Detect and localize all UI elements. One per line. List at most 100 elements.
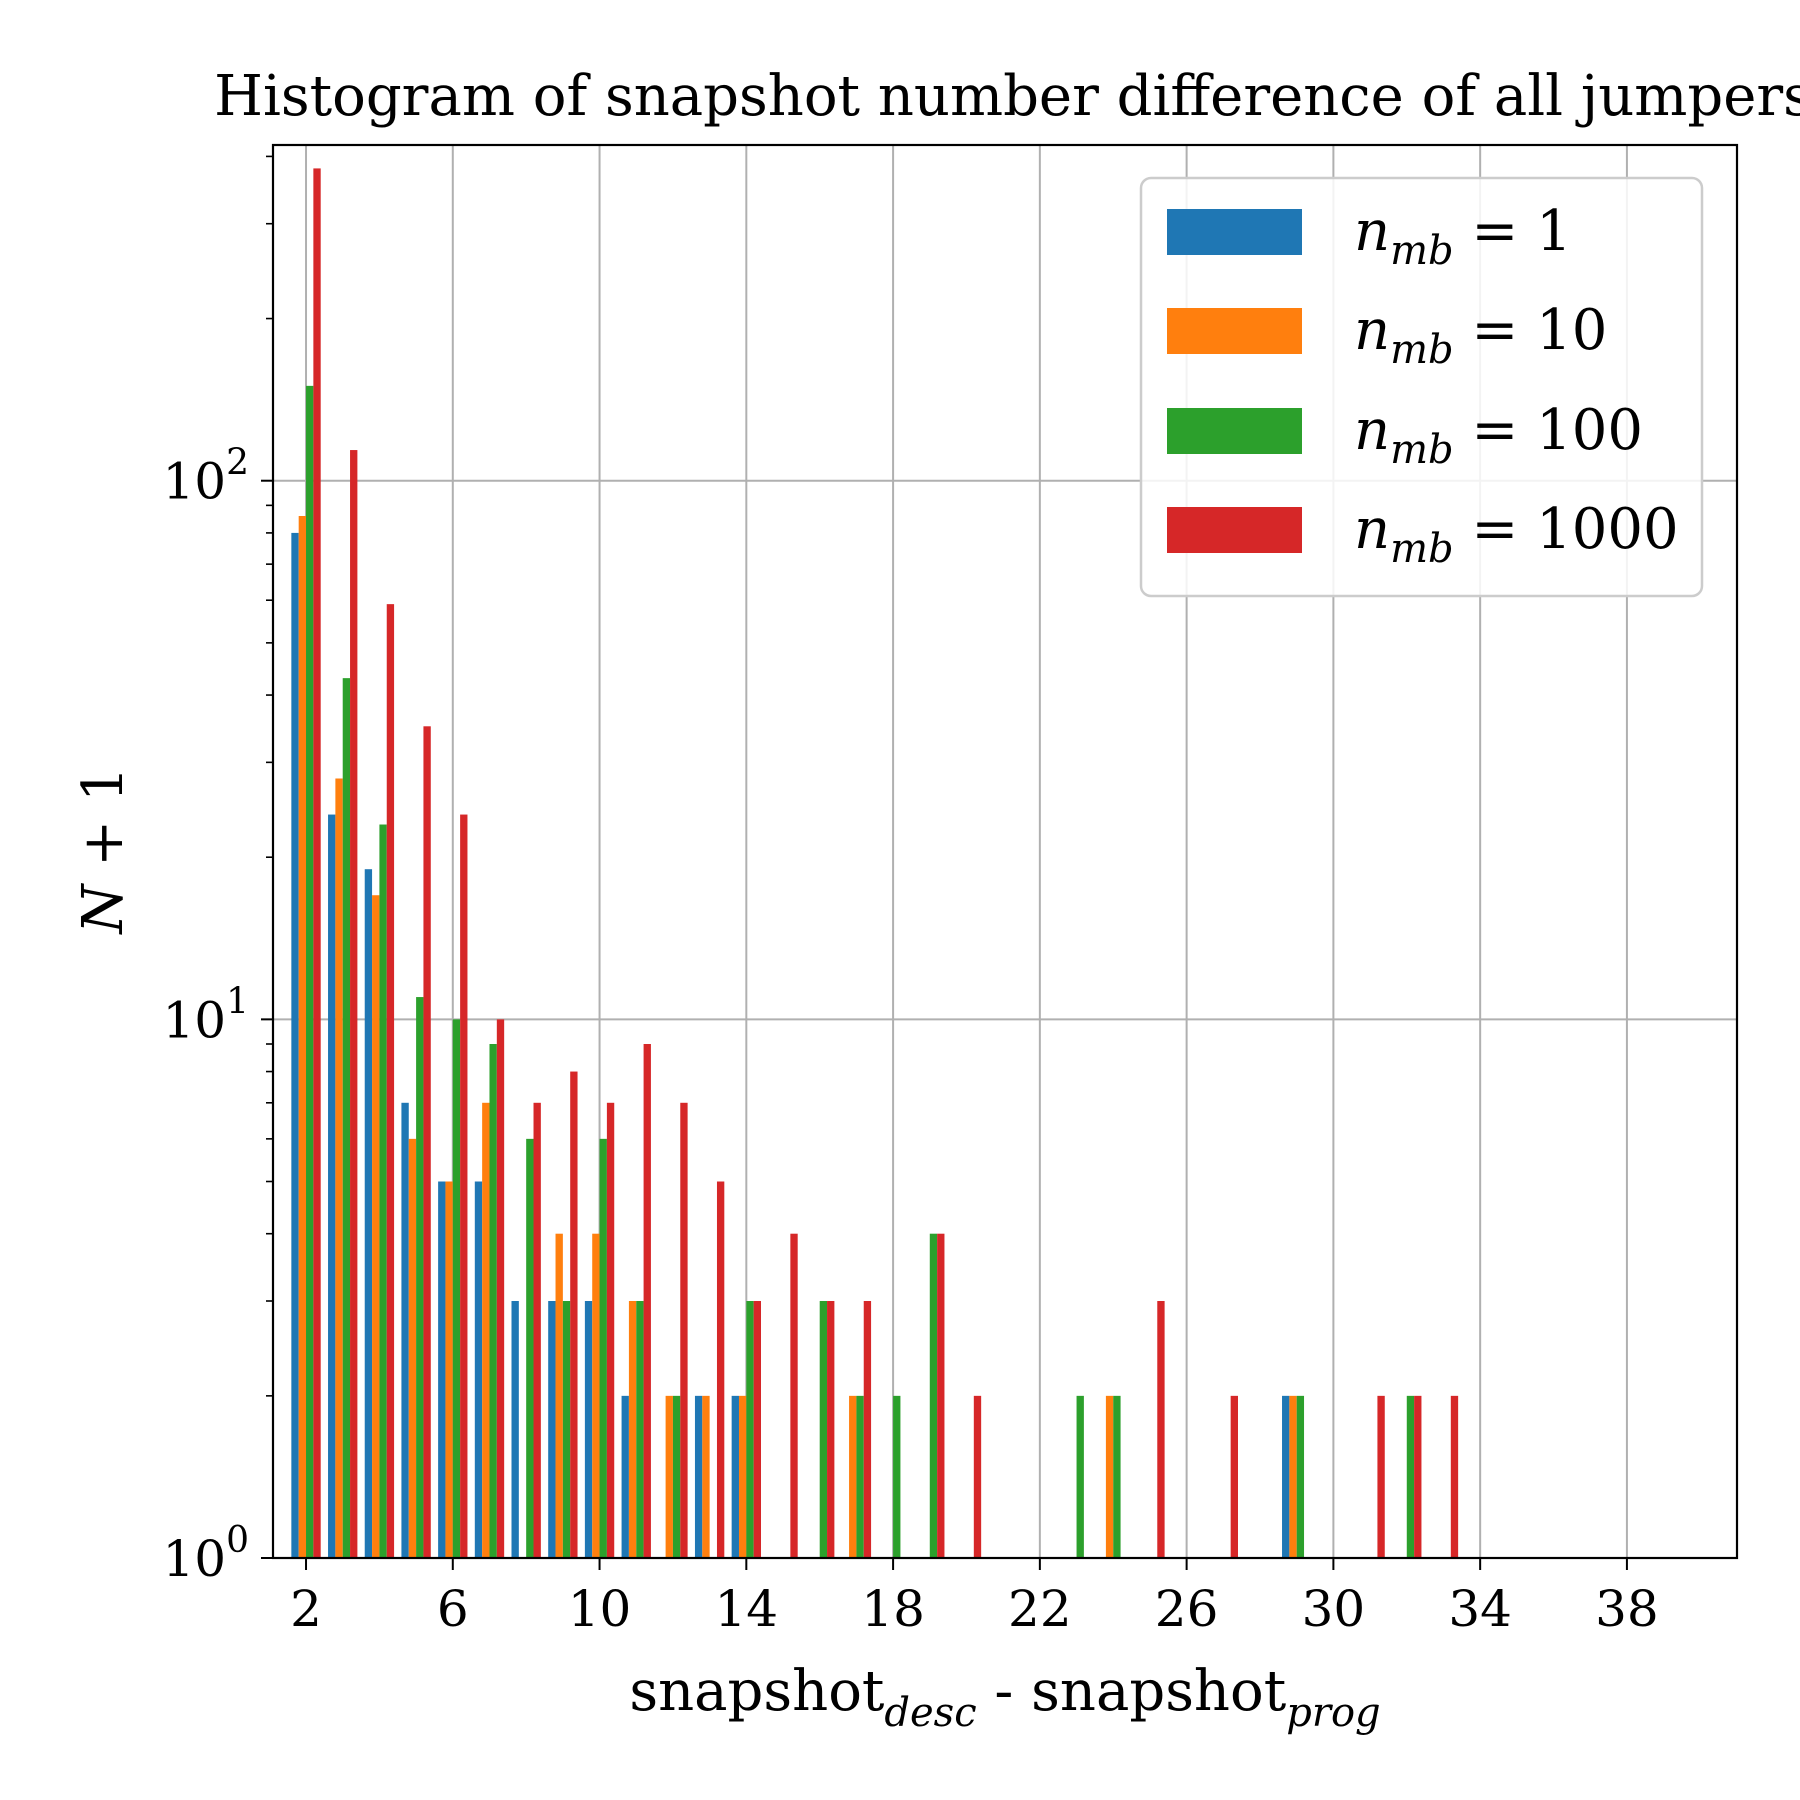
bar [584,1301,593,1558]
plot-frame [271,143,1739,1560]
bar [643,1044,651,1558]
bar [416,997,424,1558]
bar [386,604,395,1558]
x-axis-ticks: 2 6 10 14 18 22 26 30 34 38 [290,1558,1659,1638]
bar [291,532,299,1558]
y-axis-ticks: 100 101 102 [162,155,273,1588]
bar [1377,1395,1385,1558]
bar [408,1138,417,1558]
bar [1296,1395,1305,1558]
bar [1406,1395,1415,1558]
legend-swatch [1167,308,1302,354]
bar [533,1102,541,1558]
legend-swatch [1167,408,1302,454]
bar [548,1301,556,1558]
bar [731,1395,739,1558]
x-tick-label: 34 [1448,1580,1512,1638]
legend: nmb = 1 nmb = 10 nmb = 100 nmb = 1000 [1139,176,1704,598]
bar [511,1301,519,1558]
bar [350,450,358,1558]
x-axis-label: snapshotdesc - snapshotprog [629,1659,1380,1736]
bar [680,1102,688,1558]
bar [628,1301,637,1558]
bar [694,1395,703,1558]
bar [482,1102,490,1558]
x-tick-label: 6 [437,1580,469,1638]
y-tick-label: 101 [162,981,249,1049]
bar [599,1138,607,1558]
bar [606,1102,615,1558]
bar [753,1301,761,1558]
x-tick-label: 22 [1008,1580,1072,1638]
x-tick-label: 18 [861,1580,925,1638]
bar [1113,1395,1121,1558]
bar [1157,1301,1165,1558]
bar [738,1395,747,1558]
bars [291,168,1459,1559]
bar [452,1019,461,1558]
bar [474,1181,483,1558]
x-tick-label: 26 [1155,1580,1219,1638]
bar [856,1395,864,1558]
x-tick-label: 14 [715,1580,779,1638]
bar [929,1233,938,1558]
bar [1414,1395,1422,1558]
legend-label: nmb = 10 [1354,298,1607,373]
bar [460,814,468,1558]
bar [489,1044,497,1558]
bar [526,1138,534,1558]
bar [313,168,321,1558]
bar [570,1071,578,1558]
bar [746,1301,754,1558]
legend-label: nmb = 1000 [1354,497,1679,572]
chart-title: Histogram of snapshot number difference … [214,64,1800,129]
bar [592,1233,600,1558]
bar [1230,1395,1238,1558]
x-tick-label: 10 [568,1580,632,1638]
bar [328,814,336,1558]
bar [790,1233,798,1558]
bar [636,1301,644,1558]
bar [445,1181,453,1558]
bar [364,869,373,1558]
y-tick-label: 102 [162,443,249,511]
bar [438,1181,446,1558]
x-tick-label: 2 [290,1580,322,1638]
legend-box [1139,176,1704,598]
bar [562,1301,571,1558]
bar [496,1019,505,1558]
bar [672,1395,681,1558]
bar [1105,1395,1114,1558]
bar [716,1181,725,1558]
bar [1450,1395,1459,1558]
x-tick-label: 30 [1302,1580,1366,1638]
bar [621,1395,629,1558]
bar [372,895,380,1558]
bar [342,678,351,1558]
bar [401,1102,409,1558]
bar [702,1395,710,1558]
bar [893,1395,901,1558]
bar [819,1301,828,1558]
legend-label: nmb = 100 [1354,398,1643,473]
bar [973,1395,982,1558]
bar [379,824,387,1558]
bar [1076,1395,1084,1558]
legend-label: nmb = 1 [1354,199,1572,274]
bar [298,515,307,1558]
legend-swatch [1167,507,1302,553]
bar [863,1301,872,1558]
y-axis-label: N + 1 [71,766,136,935]
bar [306,385,314,1559]
bar [849,1395,857,1558]
y-tick-label: 100 [162,1520,249,1588]
bar [423,726,431,1558]
bar [1282,1395,1290,1558]
bar [1289,1395,1297,1558]
bar [937,1233,945,1558]
legend-items: nmb = 1 nmb = 10 nmb = 100 nmb = 1000 [1167,199,1679,572]
bar [827,1301,835,1558]
bar [555,1233,563,1558]
bar [335,778,343,1558]
